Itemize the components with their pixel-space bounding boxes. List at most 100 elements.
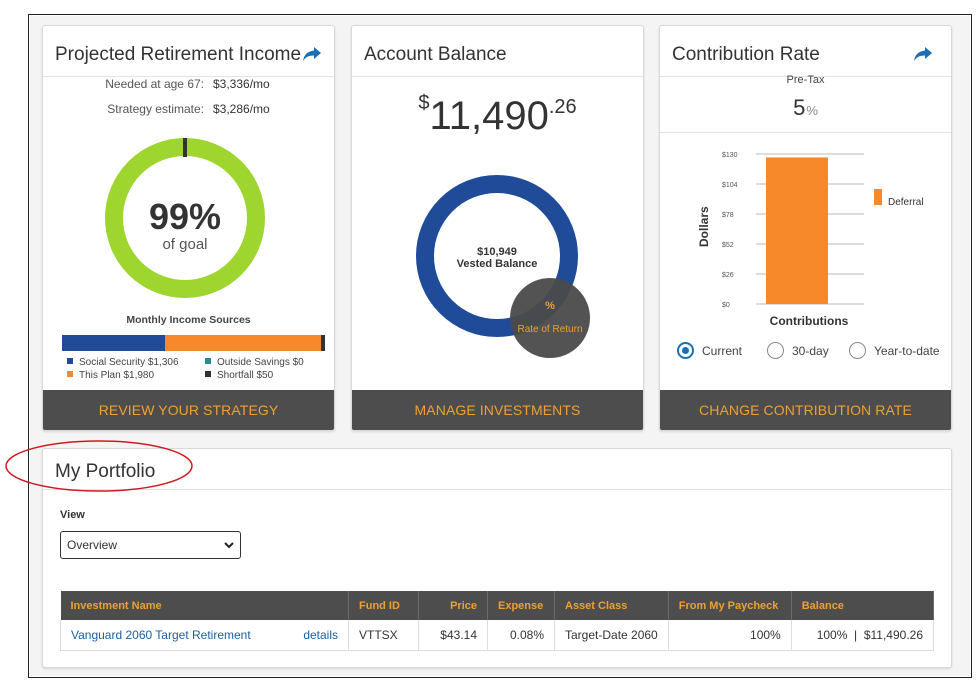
table-row: Vanguard 2060 Target Retirement details …	[60, 620, 935, 651]
radio-label: 30-day	[792, 343, 829, 358]
radio-circle[interactable]	[849, 342, 866, 359]
income-segment	[321, 335, 325, 351]
radio-label: Year-to-date	[874, 343, 940, 358]
account-balance-card: Account Balance $11,490.26 $10,949 Veste…	[351, 25, 644, 431]
ror-label: Rate of Return	[517, 324, 582, 335]
details-link[interactable]: details	[303, 627, 338, 642]
col-expense[interactable]: Expense	[487, 591, 555, 620]
vested-label: Vested Balance	[457, 258, 538, 270]
annotation-ellipse	[5, 440, 193, 492]
cell-expense: 0.08%	[487, 620, 555, 651]
cell-investment-name: Vanguard 2060 Target Retirement details	[60, 620, 349, 651]
chevron-down-icon	[224, 542, 234, 549]
balance-whole: 11,490	[429, 94, 549, 138]
radio-label: Current	[702, 343, 743, 358]
col-balance[interactable]: Balance	[791, 591, 935, 620]
radio-30-day[interactable]: 30-day	[767, 342, 829, 359]
cell-price: $43.14	[418, 620, 488, 651]
chart-legend-label: Deferral	[888, 197, 924, 208]
rate-of-return-bubble[interactable]	[510, 278, 590, 358]
radio-circle[interactable]	[767, 342, 784, 359]
legend-swatch	[874, 189, 882, 205]
radio-circle[interactable]	[677, 342, 694, 359]
contribution-chart: $0 $26 $52 $78 $104 $130 Dollars Contribution…	[697, 152, 924, 328]
col-price[interactable]: Price	[418, 591, 488, 620]
needed-label: Needed at age 67:	[105, 77, 204, 91]
share-arrow-icon[interactable]	[302, 46, 322, 62]
fund-name-link[interactable]: Vanguard 2060 Target Retirement	[71, 627, 251, 642]
change-contribution-rate-button[interactable]: CHANGE CONTRIBUTION RATE	[660, 390, 951, 430]
legend-social-security: Social Security $1,306	[67, 357, 179, 368]
estimate-value: $3,286/mo	[213, 102, 270, 116]
legend-shortfall: Shortfall $50	[205, 370, 273, 381]
income-sources-title: Monthly Income Sources	[126, 314, 251, 326]
card-title: Contribution Rate	[672, 44, 820, 65]
pretax-label: Pre-Tax	[786, 74, 825, 86]
y-tick-label: $52	[722, 242, 734, 249]
legend-outside-savings: Outside Savings $0	[205, 357, 304, 368]
view-select[interactable]: Overview	[60, 531, 241, 559]
goal-donut	[105, 138, 265, 298]
portfolio-title: My Portfolio	[55, 461, 156, 482]
divider	[660, 132, 951, 133]
review-strategy-button[interactable]: REVIEW YOUR STRATEGY	[43, 390, 334, 430]
balance-cents: .26	[548, 96, 577, 118]
legend-this-plan: This Plan $1,980	[67, 370, 154, 381]
cell-asset-class: Target-Date 2060	[554, 620, 669, 651]
chart-xlabel: Contributions	[770, 314, 849, 328]
manage-investments-button[interactable]: MANAGE INVESTMENTS	[352, 390, 643, 430]
pretax-number: 5	[793, 95, 806, 120]
col-asset-class[interactable]: Asset Class	[554, 591, 669, 620]
y-tick-label: $26	[722, 272, 734, 279]
y-tick-label: $0	[722, 302, 730, 309]
goal-percent: 99%	[148, 196, 222, 237]
balance-currency: $	[418, 92, 430, 114]
vested-value: $10,949	[477, 246, 517, 258]
legend-swatch	[205, 371, 211, 377]
legend-swatch	[67, 358, 73, 364]
legend-label: Outside Savings $0	[217, 357, 304, 368]
vested-donut: $10,949 Vested Balance % Rate of Return	[416, 175, 590, 358]
y-tick-label: $130	[722, 152, 738, 159]
table-header-row: Investment Name Fund ID Price Expense As…	[60, 591, 935, 620]
balance-amount: $11,490.26	[352, 92, 643, 139]
divider	[43, 489, 951, 490]
estimate-label: Strategy estimate:	[107, 102, 204, 116]
my-portfolio-card: My Portfolio View Overview Investment Na…	[42, 448, 952, 668]
needed-value: $3,336/mo	[213, 77, 270, 91]
vested-ring	[416, 175, 578, 337]
pretax-unit: %	[806, 103, 818, 118]
radio-current[interactable]: Current	[677, 342, 742, 359]
goal-marker	[183, 138, 187, 157]
share-arrow-icon[interactable]	[913, 46, 933, 62]
legend-label: Social Security $1,306	[79, 357, 179, 368]
divider	[660, 76, 951, 77]
legend-swatch	[205, 358, 211, 364]
legend-label: Shortfall $50	[217, 370, 274, 381]
chart-ylabel: Dollars	[697, 206, 711, 247]
divider	[43, 76, 334, 77]
view-label: View	[60, 509, 85, 521]
investments-table: Investment Name Fund ID Price Expense As…	[60, 591, 935, 651]
radio-year-to-date[interactable]: Year-to-date	[849, 342, 940, 359]
card-title: Projected Retirement Income	[55, 44, 302, 65]
y-tick-label: $78	[722, 212, 734, 219]
income-segment	[62, 335, 165, 351]
cell-fund-id: VTTSX	[348, 620, 419, 651]
y-tick-label: $104	[722, 182, 738, 189]
legend-swatch	[67, 371, 73, 377]
projected-retirement-income-card: Projected Retirement Income Needed at ag…	[42, 25, 335, 431]
legend-label: This Plan $1,980	[79, 370, 155, 381]
divider	[352, 76, 643, 77]
income-sources-bar	[62, 335, 325, 351]
card-title: Account Balance	[364, 44, 507, 65]
cell-paycheck: 100%	[668, 620, 792, 651]
col-investment-name[interactable]: Investment Name	[60, 591, 349, 620]
contribution-rate-card: Contribution Rate Pre-Tax 5% $0 $26 $52 $78…	[659, 25, 952, 431]
contribution-bar	[766, 157, 828, 304]
col-fund-id[interactable]: Fund ID	[348, 591, 419, 620]
col-from-my-paycheck[interactable]: From My Paycheck	[668, 591, 792, 620]
cell-balance: 100% | $11,490.26	[791, 620, 935, 651]
income-segment	[164, 335, 322, 351]
ror-value: %	[545, 300, 555, 312]
